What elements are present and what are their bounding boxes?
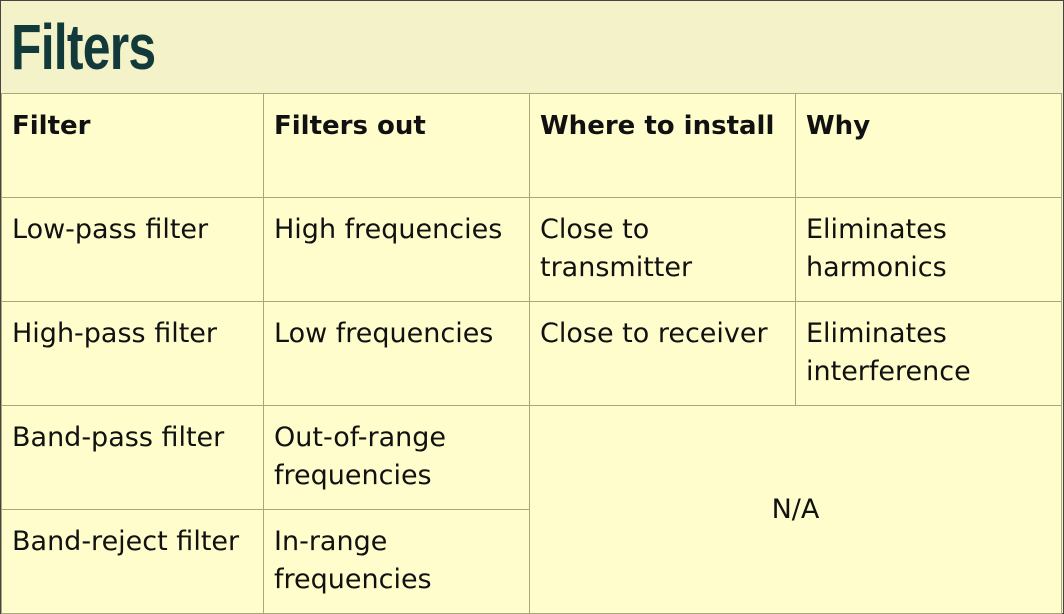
table-cell: Low frequencies [263, 301, 530, 406]
table-row: Low-pass filter High frequencies Close t… [1, 197, 1062, 302]
filters-table: Filter Filters out Where to install Why … [1, 93, 1062, 614]
table-cell: Band-pass filter [1, 405, 264, 510]
table-cell: Close to transmitter [529, 197, 796, 302]
table-cell: Band-reject filter [1, 509, 264, 614]
header-filter: Filter [1, 93, 264, 198]
table-row: Band-pass filter Out-of-range frequencie… [1, 405, 1062, 614]
table-cell: Eliminates interference [795, 301, 1062, 406]
header-where-to-install: Where to install [529, 93, 796, 198]
header-filters-out: Filters out [263, 93, 530, 198]
table-cell: In-range frequencies [263, 509, 530, 614]
table-cell: Close to receiver [529, 301, 796, 406]
table-cell: Out-of-range frequencies [263, 405, 530, 510]
merged-na-cell: N/A [529, 405, 1062, 614]
page-title: Filters [11, 11, 156, 83]
table-header-row: Filter Filters out Where to install Why [1, 93, 1062, 198]
table-cell: High-pass filter [1, 301, 264, 406]
table-row: High-pass filter Low frequencies Close t… [1, 301, 1062, 406]
header-why: Why [795, 93, 1062, 198]
table-cell: Low-pass filter [1, 197, 264, 302]
table-cell: High frequencies [263, 197, 530, 302]
table-row: Band-reject filter In-range frequencies [1, 509, 1062, 614]
table-cell: Eliminates harmonics [795, 197, 1062, 302]
